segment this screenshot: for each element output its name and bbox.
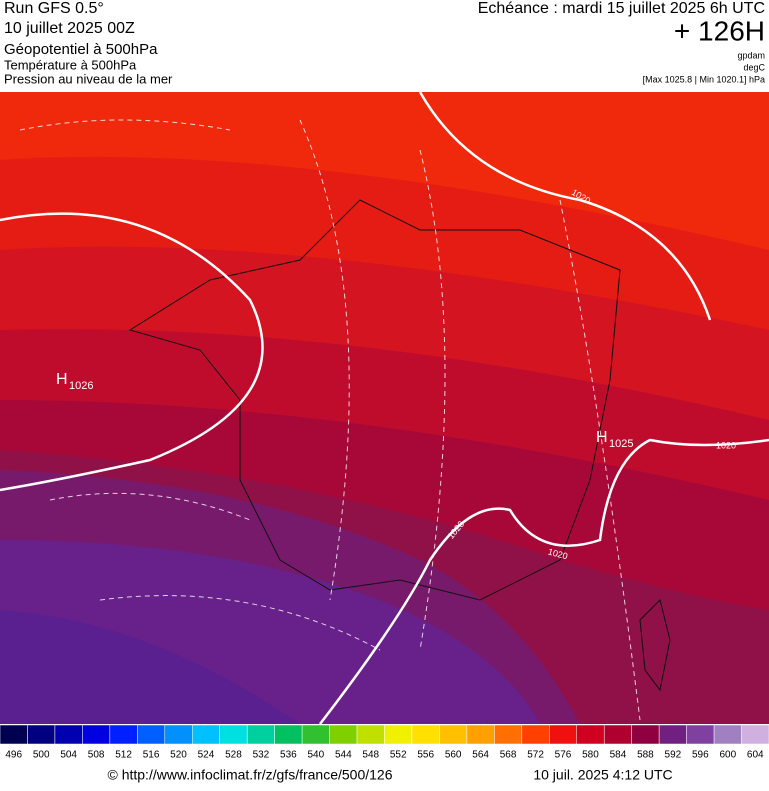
legend-label: 536 — [280, 750, 297, 761]
legend-label: 508 — [88, 750, 105, 761]
legend-cell — [439, 724, 468, 745]
run-date: 10 juillet 2025 00Z — [4, 20, 135, 37]
legend-cell — [192, 724, 220, 745]
legend-label: 548 — [362, 750, 379, 761]
legend-label: 576 — [555, 750, 572, 761]
legend-label: 592 — [665, 750, 682, 761]
legend-cell — [686, 724, 715, 745]
legend-cell — [0, 724, 28, 745]
legend-cell — [82, 724, 111, 745]
timestamp: 10 juil. 2025 4:12 UTC — [533, 767, 672, 783]
legend-cell — [356, 724, 385, 745]
legend-cell — [741, 724, 769, 745]
legend-label: 512 — [115, 750, 132, 761]
legend-cell — [301, 724, 330, 745]
legend-label: 552 — [390, 750, 407, 761]
legend-cell — [54, 724, 83, 745]
legend-label: 500 — [33, 750, 50, 761]
isobar-label: 1020 — [716, 440, 736, 450]
field-label: Géopotentiel à 500hPa — [4, 41, 158, 58]
legend-cell — [494, 724, 523, 745]
legend-label: 584 — [610, 750, 627, 761]
legend-cell — [27, 724, 56, 745]
legend-label: 596 — [692, 750, 709, 761]
legend-cell — [384, 724, 413, 745]
legend-label: 540 — [307, 750, 324, 761]
unit-label: gpdam — [737, 50, 765, 60]
high-letter: H — [56, 371, 68, 388]
legend-label: 528 — [225, 750, 242, 761]
legend-label: 504 — [60, 750, 77, 761]
legend-cell — [658, 724, 687, 745]
legend-cell — [603, 724, 632, 745]
legend-cell — [521, 724, 550, 745]
legend-label: 572 — [527, 750, 544, 761]
legend-cell — [549, 724, 577, 745]
high-value: 1025 — [609, 438, 633, 450]
legend-cell — [137, 724, 166, 745]
legend-cell — [466, 724, 495, 745]
legend-label: 496 — [5, 750, 22, 761]
legend-cell — [631, 724, 660, 745]
legend-cell — [411, 724, 440, 745]
legend-label: 564 — [472, 750, 489, 761]
legend-label: 604 — [747, 750, 764, 761]
legend-label: 520 — [170, 750, 187, 761]
legend-label: 516 — [143, 750, 160, 761]
legend-cell — [274, 724, 303, 745]
pressure-range: [Max 1025.8 | Min 1020.1] hPa — [643, 74, 765, 84]
legend-label: 568 — [500, 750, 517, 761]
legend-label: 524 — [198, 750, 215, 761]
legend-cell — [109, 724, 138, 745]
legend-cell — [713, 724, 742, 745]
source-link: © http://www.infoclimat.fr/z/gfs/france/… — [108, 767, 393, 783]
map: H 1026 H 1025 1020 1020 1020 1020 — [0, 92, 769, 724]
unit-label: degC — [743, 62, 765, 72]
color-legend: 496 500 504 508 512 516 520 524 528 532 536 540 544 5… — [0, 724, 769, 761]
forecast-time: Echéance : mardi 15 juillet 2025 6h UTC — [478, 0, 765, 17]
legend-cell — [576, 724, 605, 745]
legend-label: 556 — [417, 750, 434, 761]
legend-label: 588 — [637, 750, 654, 761]
field-label: Pression au niveau de la mer — [4, 71, 173, 86]
legend-label: 544 — [335, 750, 352, 761]
legend-cell — [219, 724, 248, 745]
legend-label: 532 — [253, 750, 270, 761]
high-value: 1026 — [69, 380, 93, 392]
field-label: Température à 500hPa — [4, 57, 137, 72]
legend-cell — [246, 724, 275, 745]
lead-time: + 126H — [674, 15, 765, 46]
legend-cell — [164, 724, 193, 745]
run-title: Run GFS 0.5° — [4, 0, 104, 17]
legend-label: 560 — [445, 750, 462, 761]
legend-cell — [329, 724, 358, 745]
legend-label: 600 — [719, 750, 736, 761]
high-letter: H — [596, 429, 608, 446]
legend-label: 580 — [582, 750, 599, 761]
